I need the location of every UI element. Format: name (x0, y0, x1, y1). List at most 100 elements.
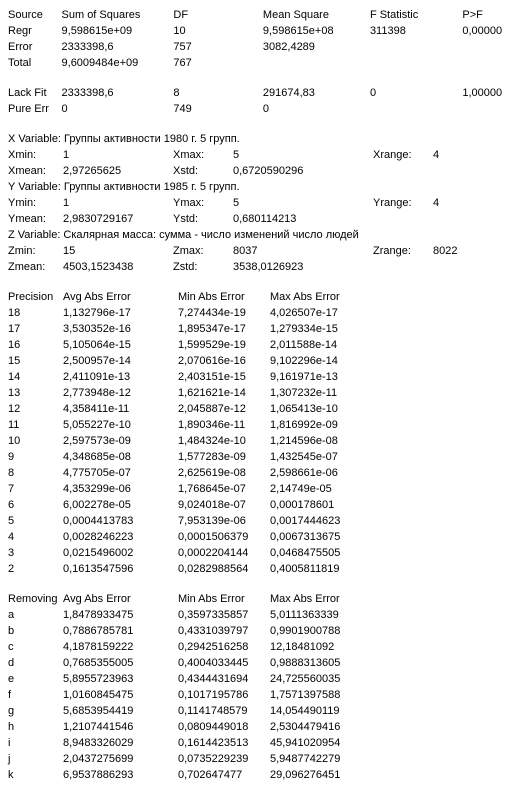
prec-row-cell: 2,070616e-16 (178, 354, 270, 369)
rem-row: g5,68539544190,114174857914,054490119 (8, 704, 511, 719)
prec-row-cell: 8 (8, 466, 63, 481)
prec-row: 84,775705e-072,625619e-082,598661e-06 (8, 466, 511, 481)
xvar-r2-cell (373, 164, 433, 179)
prec-row-cell: 3 (8, 546, 63, 561)
prec-row: 94,348685e-081,577283e-091,432545e-07 (8, 450, 511, 465)
yvar-r2-cell: Ystd: (173, 212, 233, 227)
prec-row: 115,055227e-101,890346e-111,816992e-09 (8, 418, 511, 433)
prec-row-cell: 12 (8, 402, 63, 417)
yvar-r1: Ymin:1Ymax:5Yrange:4 (8, 196, 511, 211)
rem-row-cell: 2,0437275699 (63, 752, 178, 767)
prec-row-cell: 1,432545e-07 (270, 450, 380, 465)
xvar-r2-cell (433, 164, 493, 179)
zvar-r2: Zmean:4503,1523438Zstd:3538,0126923 (8, 260, 511, 275)
zvar-r1-cell: 15 (63, 244, 173, 259)
prec-row-cell: 0,4005811819 (270, 562, 380, 577)
rem-row-cell: 1,8478933475 (63, 608, 178, 623)
rem-row-cell: 0,7685355005 (63, 656, 178, 671)
anova-row-cell (462, 56, 511, 71)
rem-row-cell: 1,7571397588 (270, 688, 380, 703)
prec-row-cell: 1,132796e-17 (63, 306, 178, 321)
prec-row-cell: 2,403151e-15 (178, 370, 270, 385)
prec-row: 40,00282462230,00015063790,0067313675 (8, 530, 511, 545)
prec-row-cell: 1,599529e-19 (178, 338, 270, 353)
anova-extra-row-cell: 749 (173, 102, 263, 117)
col-source: Source (8, 8, 62, 23)
anova-row-cell: 9,598615e+08 (263, 24, 370, 39)
prec-row-cell: 15 (8, 354, 63, 369)
rem-row-cell: 14,054490119 (270, 704, 380, 719)
rem-row-cell: 12,18481092 (270, 640, 380, 655)
rem-row: j2,04372756990,07352292395,9487742279 (8, 752, 511, 767)
anova-row-cell (263, 56, 370, 71)
xvar-r1-cell: Xrange: (373, 148, 433, 163)
prec-row-cell: 0,0004413783 (63, 514, 178, 529)
rem-row-cell: 0,4331039797 (178, 624, 270, 639)
anova-extra-row-cell (462, 102, 511, 117)
prec-row-cell: 18 (8, 306, 63, 321)
rem-row: d0,76853550050,40040334450,9888313605 (8, 656, 511, 671)
rem-row-cell: 45,941020954 (270, 736, 380, 751)
rem-row: b0,78867857810,43310397970,9901900788 (8, 624, 511, 639)
prec-row-cell: 2,500957e-14 (63, 354, 178, 369)
zvar-r2-cell (373, 260, 433, 275)
anova-row-cell (462, 40, 511, 55)
prec-row: 30,02154960020,00022041440,0468475505 (8, 546, 511, 561)
rem-row-cell: 0,2942516258 (178, 640, 270, 655)
prec-row-cell: 0,0067313675 (270, 530, 380, 545)
rem-row: f1,01608454750,10171957861,7571397588 (8, 688, 511, 703)
prec-row-cell: 3,530352e-16 (63, 322, 178, 337)
anova-extra-row-cell: 1,00000 (462, 86, 511, 101)
rem-row-cell: i (8, 736, 63, 751)
rem-row: i8,94833260290,161442351345,941020954 (8, 736, 511, 751)
rem-row: k6,95378862930,70264747729,096276451 (8, 768, 511, 783)
prec-row-cell: 4 (8, 530, 63, 545)
prec-row: 173,530352e-161,895347e-171,279334e-15 (8, 322, 511, 337)
prec-row-cell: 13 (8, 386, 63, 401)
anova-extra-row: Pure Err07490 (8, 102, 511, 117)
prec-row-cell: 2 (8, 562, 63, 577)
anova-extra-row-cell (370, 102, 462, 117)
rem-row-cell: 5,0111363339 (270, 608, 380, 623)
rem-row-cell: 5,8955723963 (63, 672, 178, 687)
prec-row-cell: 14 (8, 370, 63, 385)
zvar-r1: Zmin:15Zmax:8037Zrange:8022 (8, 244, 511, 259)
rem-row-cell: 1,2107441546 (63, 720, 178, 735)
col-df: DF (173, 8, 263, 23)
xvar-r1-cell: 4 (433, 148, 493, 163)
rem-row-cell: 4,1878159222 (63, 640, 178, 655)
prec-row-cell: 5,105064e-15 (63, 338, 178, 353)
rem-row-cell: 5,6853954419 (63, 704, 178, 719)
prec-row-cell: 0,0017444623 (270, 514, 380, 529)
rem-row-cell: 8,9483326029 (63, 736, 178, 751)
xvar-r1-cell: Xmax: (173, 148, 233, 163)
prec-row-cell: 9,161971e-13 (270, 370, 380, 385)
zvar-r2-cell: Zstd: (173, 260, 233, 275)
rem-row-cell: 24,725560035 (270, 672, 380, 687)
prec-row: 50,00044137837,953139e-060,0017444623 (8, 514, 511, 529)
anova-row: Regr9,598615e+09109,598615e+083113980,00… (8, 24, 511, 39)
prec-row-cell: 4,353299e-06 (63, 482, 178, 497)
rem-row: c4,18781592220,294251625812,18481092 (8, 640, 511, 655)
xvar-r1-cell: 5 (233, 148, 373, 163)
prec-row-cell: 0,0282988564 (178, 562, 270, 577)
rem-row-cell: 0,9888313605 (270, 656, 380, 671)
anova-row-cell: Regr (8, 24, 62, 39)
prec-row-cell: 1,214596e-08 (270, 434, 380, 449)
prec-row-cell: 2,011588e-14 (270, 338, 380, 353)
yvar-r2-cell: 2,9830729167 (63, 212, 173, 227)
prec-row-cell: 0,000178601 (270, 498, 380, 513)
rem-head: Removing Avg Abs Error Min Abs Error Max… (8, 592, 511, 607)
rem-row-cell: 6,9537886293 (63, 768, 178, 783)
anova-extra-row-cell: Lack Fit (8, 86, 62, 101)
rem-row-cell: 29,096276451 (270, 768, 380, 783)
anova-row-cell: Error (8, 40, 62, 55)
rem-row: e5,89557239630,434443169424,725560035 (8, 672, 511, 687)
yvar-r1-cell: Ymin: (8, 196, 63, 211)
rem-row-cell: 0,9901900788 (270, 624, 380, 639)
rem-row-cell: 0,1614423513 (178, 736, 270, 751)
prec-row: 124,358411e-112,045887e-121,065413e-10 (8, 402, 511, 417)
anova-extra-row-cell: 8 (173, 86, 263, 101)
prec-head: Precision Avg Abs Error Min Abs Error Ma… (8, 290, 511, 305)
anova-row: Error2333398,67573082,4289 (8, 40, 511, 55)
